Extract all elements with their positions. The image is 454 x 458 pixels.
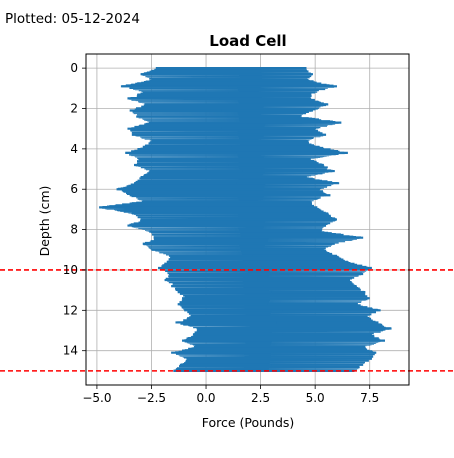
data-traces	[99, 67, 392, 372]
x-tick-label: 5.0	[306, 391, 325, 405]
y-tick-label: 14	[63, 344, 78, 358]
y-tick-label: 6	[70, 182, 78, 196]
y-tick-label: 4	[70, 142, 78, 156]
x-tick-label: −2.5	[137, 391, 166, 405]
y-axis-ticks: 0 2 4 6 8 10 12 14	[63, 61, 86, 358]
plotted-date-label: Plotted: 05-12-2024	[5, 11, 140, 27]
reference-lines	[0, 269, 454, 372]
plot-frame	[85, 53, 410, 386]
x-tick-label: 0.0	[196, 391, 215, 405]
x-axis-ticks: −5.0 −2.5 0.0 2.5 5.0 7.5	[82, 385, 379, 405]
y-tick-label: 10	[63, 263, 78, 277]
x-tick-label: −5.0	[82, 391, 111, 405]
y-tick-label: 2	[70, 101, 78, 115]
y-axis-label: Depth (cm)	[37, 186, 52, 257]
x-tick-label: 7.5	[360, 391, 379, 405]
y-tick-label: 12	[63, 303, 78, 317]
y-tick-label: 0	[70, 61, 78, 75]
y-tick-label: 8	[70, 223, 78, 237]
chart-title: Load Cell	[209, 32, 286, 50]
x-axis-label: Force (Pounds)	[202, 415, 295, 430]
x-tick-label: 2.5	[251, 391, 270, 405]
